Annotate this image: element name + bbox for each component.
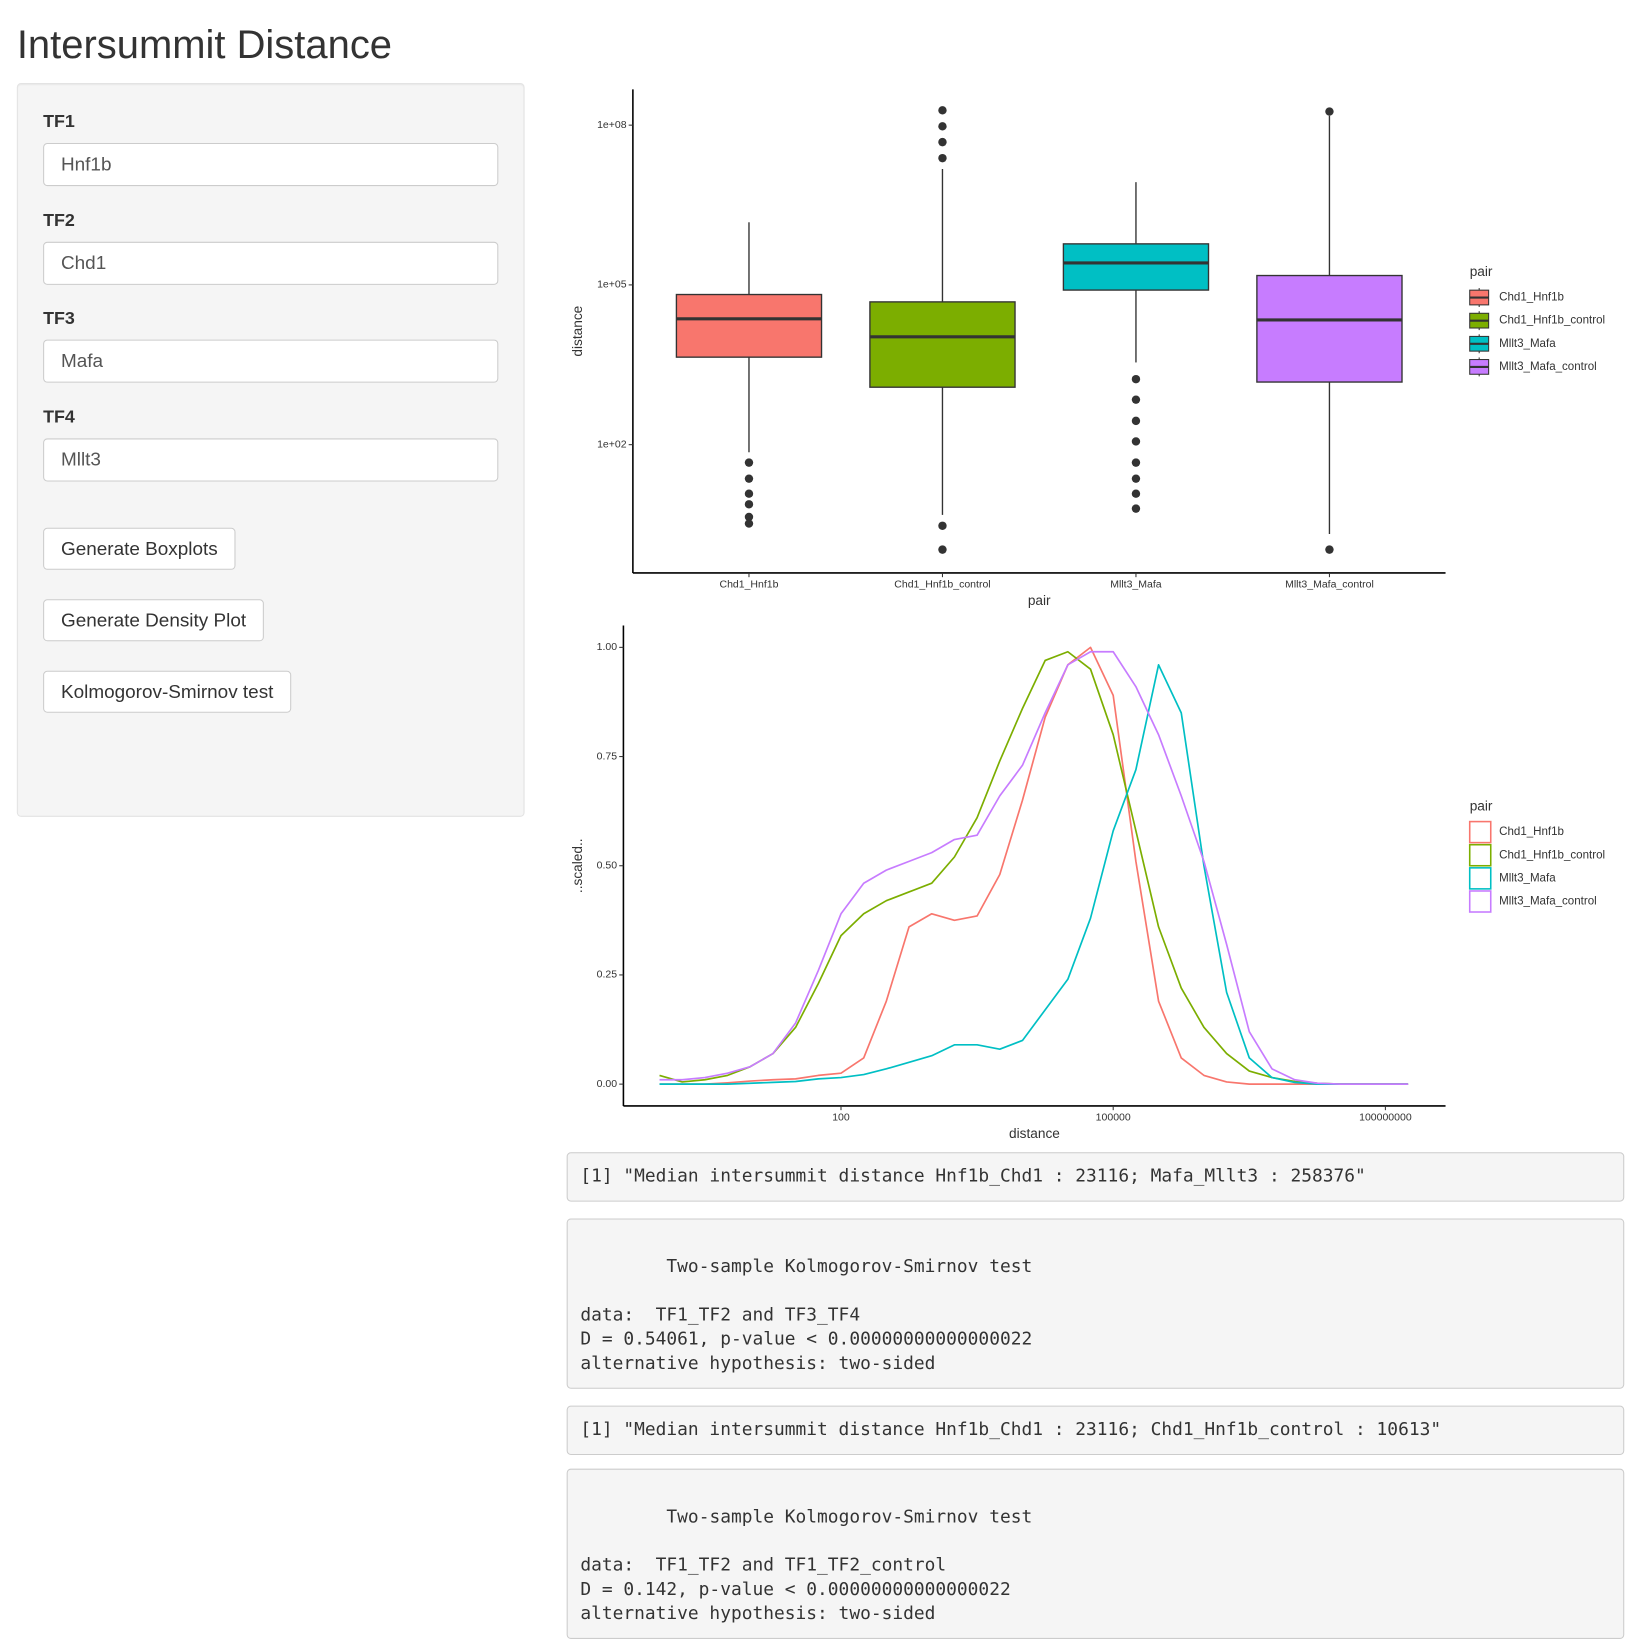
input-label: TF1 (43, 111, 75, 132)
legend-label: Chd1_Hnf1b_control (1499, 315, 1605, 327)
legend-label: Mllt3_Mafa_control (1499, 896, 1597, 908)
outlier (744, 489, 754, 498)
outlier (744, 474, 754, 483)
legend-label: Chd1_Hnf1b (1499, 292, 1564, 304)
box (1062, 243, 1210, 291)
legend-label: Mllt3_Mafa (1499, 872, 1556, 884)
outlier (744, 458, 754, 467)
legend-title: pair (1470, 264, 1493, 279)
outlier (938, 137, 947, 147)
density-line (659, 646, 1409, 1085)
verbatim-output: [1] "Median intersummit distance Hnf1b_C… (566, 1405, 1625, 1455)
sidebar-panel: TF1 Hnf1b TF2 Chd1 TF3 Mafa TF4 Mllt3 Generate B… (16, 83, 525, 817)
x-tick-label: Chd1_Hnf1b (719, 578, 778, 590)
outlier (938, 521, 947, 530)
legend-label: Mllt3_Mafa (1499, 338, 1556, 350)
outlier (1131, 374, 1141, 384)
outlier (1131, 474, 1141, 483)
x-tick-label: 100000 (1096, 1111, 1131, 1123)
y-tick-label: 1e+05 (597, 279, 627, 291)
action-button[interactable]: Kolmogorov-Smirnov test (43, 670, 292, 713)
plots: 1e+02 1e+05 1e+08 pair distance Chd1_Hnf1b Chd… (570, 89, 1605, 1141)
legend-key (1468, 890, 1492, 913)
outlier (1325, 545, 1334, 554)
legend-label: Chd1_Hnf1b (1499, 826, 1564, 838)
outlier (744, 519, 754, 528)
y-axis-title: ..scaled.. (570, 838, 585, 893)
x-tick-label: 100000000 (1359, 1111, 1412, 1123)
verbatim-output: [1] "Median intersummit distance Hnf1b_C… (566, 1152, 1625, 1202)
x-axis-title: pair (1028, 593, 1051, 608)
text-input[interactable]: Mafa (43, 339, 499, 383)
x-tick-label: 100 (832, 1111, 850, 1123)
density-line (659, 650, 1409, 1085)
legend-key (1468, 820, 1492, 844)
outlier (1325, 107, 1334, 116)
verbatim-output: Two-sample Kolmogorov-Smirnov test data:… (566, 1468, 1625, 1639)
outlier (1131, 489, 1141, 498)
box (869, 301, 1016, 388)
input-label: TF4 (43, 406, 75, 427)
verbatim-output: Two-sample Kolmogorov-Smirnov test data:… (566, 1218, 1625, 1389)
outlier (1131, 395, 1141, 404)
outlier (1131, 504, 1141, 513)
text-input[interactable]: Hnf1b (43, 142, 499, 187)
outlier (938, 545, 947, 554)
action-button[interactable]: Generate Boxplots (43, 527, 236, 570)
y-tick-label: 1e+02 (597, 438, 627, 450)
outlier (744, 500, 754, 509)
outlier (1131, 458, 1141, 467)
y-tick-label: 0.25 (597, 969, 618, 981)
input-label: TF3 (43, 308, 75, 329)
outlier (938, 106, 947, 115)
legend-label: Mllt3_Mafa_control (1499, 361, 1597, 373)
action-button[interactable]: Generate Density Plot (43, 599, 264, 642)
input-label: TF2 (43, 209, 75, 230)
box (1256, 274, 1403, 383)
y-tick-label: 1e+08 (597, 119, 627, 131)
outlier (938, 122, 947, 131)
x-tick-label: Mllt3_Mafa_control (1285, 578, 1374, 590)
text-input[interactable]: Chd1 (43, 241, 499, 285)
x-tick-label: Chd1_Hnf1b_control (894, 578, 990, 590)
density-line (659, 650, 1409, 1085)
legend-label: Chd1_Hnf1b_control (1499, 849, 1605, 861)
outlier (1131, 416, 1141, 426)
y-tick-label: 1.00 (597, 641, 618, 653)
legend-title: pair (1470, 798, 1493, 813)
y-tick-label: 0.50 (597, 860, 618, 872)
x-tick-label: Mllt3_Mafa (1110, 578, 1162, 590)
y-tick-label: 0.00 (597, 1078, 618, 1090)
outlier (744, 512, 754, 522)
box (675, 293, 823, 358)
legend-key (1468, 843, 1492, 867)
outlier (1131, 437, 1141, 446)
y-axis-title: distance (570, 306, 585, 357)
y-tick-label: 0.75 (597, 750, 618, 762)
outlier (938, 153, 947, 163)
text-input[interactable]: Mllt3 (43, 437, 499, 481)
legend-key (1468, 867, 1492, 890)
page-title: Intersummit Distance (16, 23, 393, 68)
density-line (659, 663, 1409, 1085)
x-axis-title: distance (1009, 1126, 1060, 1141)
